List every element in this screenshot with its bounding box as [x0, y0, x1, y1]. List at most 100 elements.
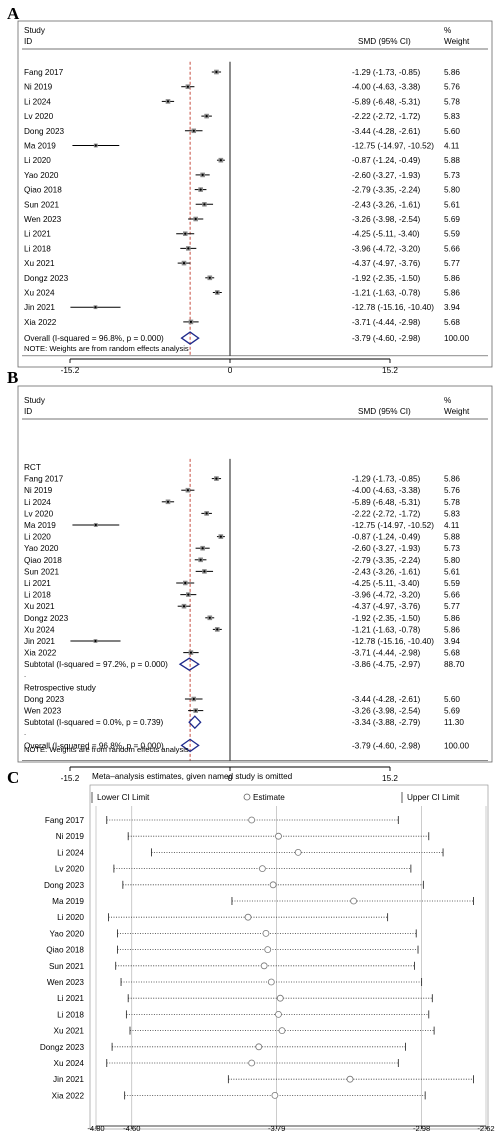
point-estimate: [189, 651, 193, 654]
point-estimate: [182, 605, 186, 608]
weight-value: 5.60: [444, 695, 460, 704]
ci-value: -3.44 (-4.28, -2.61): [352, 695, 421, 704]
point-estimate: [94, 306, 97, 309]
ci-value: -5.89 (-6.48, -5.31): [352, 97, 421, 106]
point-estimate: [199, 558, 202, 561]
estimate-marker: [258, 865, 266, 872]
weight-value: 5.68: [444, 318, 460, 327]
study-label: Li 2021: [24, 579, 51, 588]
estimate-marker: [350, 897, 358, 905]
ci-value: -4.37 (-4.97, -3.76): [352, 602, 421, 611]
ci-value: -4.00 (-4.63, -3.38): [352, 486, 421, 495]
ci-value: -4.25 (-5.11, -3.40): [352, 579, 420, 588]
weight-value: 5.78: [444, 97, 460, 106]
weight-value: 5.61: [444, 200, 460, 209]
ci-value: -3.96 (-4.72, -3.20): [352, 244, 421, 253]
header-study: Study: [24, 26, 46, 35]
ci-value: -1.21 (-1.63, -0.78): [352, 625, 421, 634]
study-label: Sun 2021: [24, 200, 60, 209]
weight-value: 5.77: [444, 259, 460, 268]
legend-estimate: Estimate: [253, 793, 285, 802]
ci-value: -2.60 (-3.27, -1.93): [352, 171, 421, 180]
point-estimate: [205, 115, 208, 118]
estimate-marker: [271, 1092, 279, 1099]
study-label: Wen 2023: [24, 215, 62, 224]
point-estimate: [186, 85, 189, 88]
weight-value: 5.69: [444, 215, 460, 224]
x-tick-label: -3.79: [268, 1124, 285, 1133]
omitted-study-label: Li 2020: [57, 913, 84, 922]
ci-value: -0.87 (-1.24, -0.49): [352, 156, 421, 165]
omitted-study-label: Dongz 2023: [40, 1043, 85, 1052]
legend-estimate-marker: [243, 793, 251, 801]
point-estimate: [205, 512, 208, 515]
point-estimate: [166, 500, 170, 503]
x-tick-label: 15.2: [382, 366, 398, 375]
omitted-study-label: Li 2024: [57, 848, 84, 857]
weight-value: 5.73: [444, 544, 460, 553]
study-label: Ni 2019: [24, 486, 53, 495]
ci-value: -3.79 (-4.60, -2.98): [352, 334, 421, 343]
point-estimate: [192, 129, 195, 132]
study-label: Wen 2023: [24, 707, 62, 716]
estimate-marker: [276, 994, 284, 1002]
estimate-marker: [346, 1075, 354, 1083]
point-estimate: [216, 291, 219, 294]
estimate-marker: [294, 849, 302, 856]
estimate-marker: [262, 930, 270, 937]
point-estimate: [208, 616, 211, 619]
omitted-study-label: Qiao 2018: [46, 946, 84, 955]
estimate-marker: [267, 978, 275, 986]
header-smd: SMD (95% CI): [358, 37, 411, 46]
weight-value: 5.73: [444, 171, 460, 180]
overall-diamond: [180, 331, 200, 345]
study-label: Li 2018: [24, 591, 51, 600]
subgroup-label: RCT: [24, 463, 41, 472]
point-estimate: [94, 639, 97, 643]
study-label: Yao 2020: [24, 171, 59, 180]
study-label: Xu 2021: [24, 602, 55, 611]
study-label: Dongz 2023: [24, 274, 69, 283]
point-estimate: [216, 628, 219, 631]
weight-value: 5.68: [444, 649, 460, 658]
study-label: Dong 2023: [24, 127, 65, 136]
header-pct: %: [444, 396, 451, 405]
subtotal-diamond: [188, 715, 202, 730]
estimate-marker: [269, 881, 277, 889]
weight-value: 88.70: [444, 660, 465, 669]
point-estimate: [187, 593, 190, 596]
forest-a-body: Fang 2017 -1.29 (-1.73, -0.85) 5.86 Ni 2019…: [22, 61, 488, 375]
weight-value: 5.88: [444, 156, 460, 165]
weight-value: 3.94: [444, 637, 460, 646]
ci-value: -12.78 (-15.16, -10.40): [352, 303, 434, 312]
header-pct: %: [444, 26, 451, 35]
study-label: Lv 2020: [24, 509, 54, 518]
weight-value: 100.00: [444, 334, 469, 343]
weight-value: 11.30: [444, 718, 464, 727]
study-label: Sun 2021: [24, 567, 60, 576]
weight-value: 5.80: [444, 556, 460, 565]
sensitivity-legend: Lower CI Limit Estimate Upper CI Limit: [91, 792, 460, 803]
weight-value: 5.69: [444, 707, 460, 716]
point-estimate: [203, 203, 206, 206]
ci-value: -3.26 (-3.98, -2.54): [352, 707, 421, 716]
panel-letter-a: A: [7, 4, 20, 23]
point-estimate: [201, 173, 204, 176]
study-label: Xu 2021: [24, 259, 55, 268]
point-estimate: [189, 320, 193, 323]
ci-value: -12.78 (-15.16, -10.40): [352, 637, 434, 646]
weight-value: 100.00: [444, 741, 469, 750]
ci-value: -2.79 (-3.35, -2.24): [352, 556, 421, 565]
ci-value: -4.25 (-5.11, -3.40): [352, 230, 420, 239]
panel-b-frame: [17, 385, 493, 763]
weight-value: 4.11: [444, 521, 460, 530]
weight-value: 5.83: [444, 112, 460, 121]
ci-value: -3.71 (-4.44, -2.98): [352, 318, 421, 327]
separator-dot: .: [24, 670, 26, 679]
x-tick-label: -15.2: [61, 366, 80, 375]
weight-value: 5.77: [444, 602, 460, 611]
point-estimate: [199, 188, 202, 191]
ci-value: -2.79 (-3.35, -2.24): [352, 186, 421, 195]
omitted-study-label: Wen 2023: [47, 978, 85, 987]
